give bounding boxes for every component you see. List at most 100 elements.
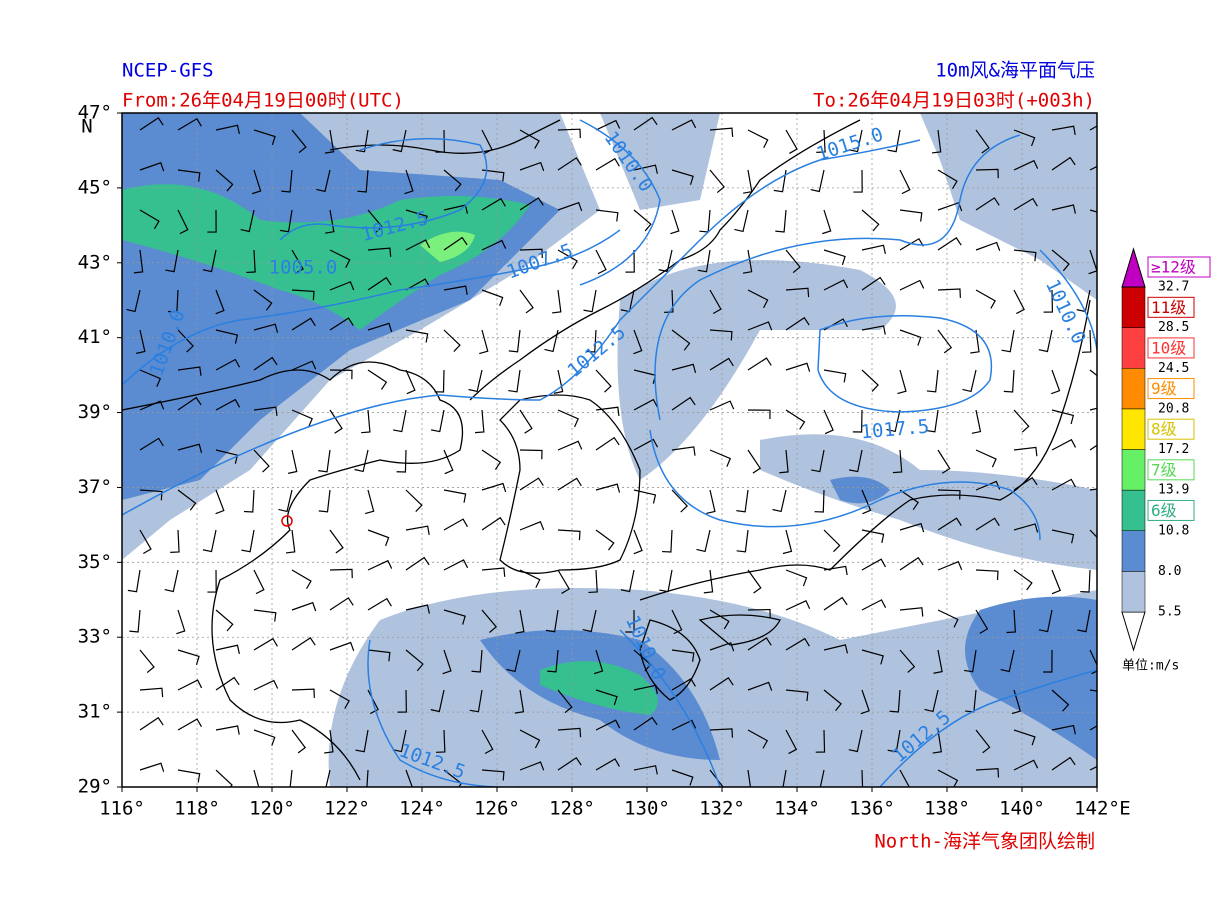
colorbar-band (1121, 530, 1146, 572)
colorbar-band (1121, 327, 1146, 369)
wind-barb (557, 440, 583, 451)
wind-barb (324, 129, 335, 154)
wind-barb (133, 249, 144, 274)
wind-barb (481, 516, 506, 531)
wind-barb (633, 684, 658, 695)
wind-barb (975, 729, 991, 754)
wind-barb (557, 727, 582, 738)
wind-barb (443, 169, 462, 192)
wind-barb (633, 489, 657, 504)
wind-barb (1089, 529, 1097, 539)
wind-barb (709, 769, 724, 787)
wind-barb (329, 369, 353, 380)
wind-barb (253, 129, 276, 146)
wind-barb (975, 241, 1001, 251)
wind-barb (595, 483, 621, 493)
wind-barb (215, 358, 241, 371)
wind-barb (431, 409, 445, 433)
lon-tick-label: 134° (774, 798, 820, 820)
wind-barb (747, 357, 772, 371)
wind-barb (291, 601, 317, 612)
wind-barb (595, 406, 620, 417)
wind-barb (519, 569, 541, 588)
wind-barb (595, 369, 612, 393)
wind-barb (747, 409, 771, 419)
wind-barb (281, 169, 293, 193)
wind-barb (585, 329, 597, 353)
wind-barb (625, 609, 635, 633)
wind-barb (937, 237, 962, 251)
wind-barb (291, 637, 316, 651)
wind-barb (861, 244, 886, 255)
class-box (1147, 418, 1195, 440)
wind-barb (899, 237, 924, 251)
wind-barb (1000, 649, 1015, 673)
wind-barb (633, 438, 659, 451)
wind-barb (971, 409, 982, 434)
wind-barb (329, 249, 351, 268)
wind-barb (747, 681, 773, 691)
wind-barb (819, 769, 825, 787)
wind-barb (860, 689, 870, 715)
wind-barb (170, 529, 180, 553)
wind-barb (848, 729, 863, 753)
wind-barb (823, 369, 847, 383)
wind-barb (671, 363, 697, 374)
wind-barb (481, 729, 494, 755)
wind-barb (168, 289, 179, 313)
wind-barb (595, 689, 618, 706)
lon-tick-label: 132° (699, 798, 745, 820)
wind-barb (620, 569, 635, 593)
wind-barb (139, 369, 162, 387)
wind-barb (975, 768, 1000, 778)
wind-barb (709, 677, 734, 691)
wind-barb (1089, 444, 1097, 451)
wind-barb (405, 278, 430, 291)
wind-barb (253, 637, 278, 651)
wind-barb (932, 729, 943, 754)
lon-tick-label: 120° (249, 798, 295, 820)
wind-barb (357, 169, 369, 193)
wind-barb (595, 157, 620, 171)
wind-barb (557, 569, 570, 594)
wind-barb (557, 529, 581, 541)
lat-tick-label: 35° (78, 551, 112, 573)
wind-barb (253, 289, 273, 311)
colorbar-low (1121, 611, 1146, 652)
wind-barb (240, 209, 255, 233)
wind-barb (557, 477, 582, 491)
wind-barb (471, 649, 483, 673)
wind-barb (139, 762, 165, 772)
wind-barb (479, 329, 489, 355)
wind-barb (782, 769, 787, 787)
wind-barb (899, 329, 922, 346)
wind-barb (367, 649, 391, 662)
wind-barb (887, 129, 901, 153)
wind-barb (1011, 689, 1022, 715)
wind-barb (405, 649, 424, 672)
wind-barb (177, 489, 197, 511)
lat-tick-label: 47° (78, 102, 112, 124)
wind-barb (481, 482, 507, 493)
wind-barb (595, 719, 621, 731)
lon-tick-label: 118° (174, 798, 220, 820)
wind-barb (965, 689, 977, 713)
wind-barb (709, 449, 732, 467)
to-time: To:26年04月19日03时(+003h) (813, 90, 1095, 112)
wind-barb (253, 323, 279, 333)
wind-barb (177, 209, 189, 235)
wind-barb (816, 129, 826, 154)
wind-barb (747, 637, 772, 651)
wind-barb (671, 489, 689, 513)
wind-barb (361, 409, 371, 434)
wind-barb (202, 529, 217, 553)
class-label: 8级 (1151, 420, 1177, 439)
wind-barb (481, 169, 505, 182)
wind-barb (848, 449, 863, 473)
wind-barb (481, 769, 505, 781)
wind-barb (785, 129, 798, 154)
wind-barb (852, 409, 863, 433)
wind-barb (434, 369, 445, 393)
wind-barb (814, 489, 825, 513)
wind-barb (937, 517, 962, 531)
